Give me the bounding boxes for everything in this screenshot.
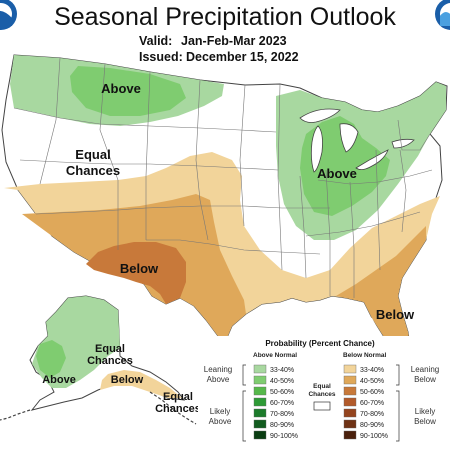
legend-above-label-4: 70-80% — [270, 411, 294, 418]
legend-above-label-3: 60-70% — [270, 400, 294, 407]
great-lakes — [299, 108, 415, 173]
label-equal-chances-west-2: Chances — [66, 163, 120, 178]
legend: Probability (Percent Chance) Above Norma… — [198, 336, 450, 450]
legend-below-label-0: 33-40% — [360, 367, 384, 374]
legend-likely-above-1: Likely — [210, 407, 230, 416]
label-equal-chances-west-1: Equal — [75, 147, 110, 162]
below-normal-40-50-se-region — [336, 226, 426, 352]
nws-logo-icon — [435, 0, 450, 30]
legend-below-label-1: 40-50% — [360, 378, 384, 385]
above-normal-40-50-nw-region — [70, 66, 186, 116]
legend-below-label-3: 60-70% — [360, 400, 384, 407]
legend-above-swatch-5 — [253, 419, 267, 429]
legend-above-swatch-6 — [253, 430, 267, 440]
legend-brace-likely-above — [242, 390, 246, 442]
legend-below-swatch-6 — [343, 430, 357, 440]
legend-brace-leaning-above — [242, 364, 246, 386]
valid-label: Valid: — [139, 34, 172, 48]
noaa-logo-icon — [0, 0, 17, 30]
legend-above-label-2: 50-60% — [270, 389, 294, 396]
legend-equal-chances-2: Chances — [308, 391, 335, 398]
label-alaska-equal-chances-1: Equal — [95, 343, 125, 355]
legend-above-label-1: 40-50% — [270, 378, 294, 385]
legend-below-swatch-2 — [343, 386, 357, 396]
label-alaska-equal-chances-se-2: Chances — [155, 403, 201, 415]
legend-above-label-5: 80-90% — [270, 422, 294, 429]
legend-title: Probability (Percent Chance) — [265, 339, 375, 348]
legend-below-label-2: 50-60% — [360, 389, 384, 396]
legend-above-swatch-4 — [253, 408, 267, 418]
label-above-ohio-valley: Above — [317, 166, 357, 181]
legend-brace-likely-below — [396, 390, 400, 442]
label-alaska-equal-chances-2: Chances — [87, 355, 133, 367]
legend-below-label-6: 90-100% — [360, 433, 388, 440]
aleutian-islands — [0, 409, 31, 421]
legend-equal-chances-swatch — [313, 401, 331, 411]
label-alaska-above: Above — [42, 374, 76, 386]
legend-above-label-6: 90-100% — [270, 433, 298, 440]
label-below-southeast: Below — [376, 307, 415, 322]
legend-leaning-below-1: Leaning — [411, 365, 439, 374]
alaska — [0, 295, 197, 425]
legend-below-swatches: 33-40% 40-50% 50-60% 60-70% 70-80% 80-90% 90-1… — [343, 364, 388, 440]
legend-above-swatch-3 — [253, 397, 267, 407]
alaska-above-40-50-region — [36, 340, 66, 378]
legend-above-swatch-0 — [253, 364, 267, 374]
legend-leaning-above-2: Above — [207, 375, 230, 384]
alaska-below-33-40-region — [100, 370, 182, 398]
legend-below-swatch-5 — [343, 419, 357, 429]
legend-below-swatch-4 — [343, 408, 357, 418]
valid-value: Jan-Feb-Mar 2023 — [181, 34, 287, 48]
legend-below-swatch-0 — [343, 364, 357, 374]
state-boundaries — [13, 57, 433, 298]
legend-leaning-above-1: Leaning — [204, 365, 232, 374]
legend-equal-chances-1: Equal — [313, 383, 331, 390]
legend-leaning-below-2: Below — [414, 375, 436, 384]
below-normal-50-60-region — [86, 242, 186, 304]
label-above-northwest: Above — [101, 81, 141, 96]
label-below-southwest: Below — [120, 261, 159, 276]
legend-above-swatches: 33-40% 40-50% 50-60% 60-70% 70-80% 80-90% 90-1… — [253, 364, 298, 440]
alaska-panhandle — [149, 391, 197, 425]
legend-likely-above-2: Above — [209, 417, 232, 426]
label-alaska-equal-chances-se-1: Equal — [163, 391, 193, 403]
below-normal-33-40-region — [4, 152, 440, 352]
legend-below-label-5: 80-90% — [360, 422, 384, 429]
legend-above-header: Above Normal — [253, 352, 297, 359]
issued-value: December 15, 2022 — [186, 50, 299, 64]
legend-brace-leaning-below — [396, 364, 400, 386]
legend-likely-below-2: Below — [414, 417, 436, 426]
legend-above-swatch-2 — [253, 386, 267, 396]
legend-background — [198, 336, 450, 450]
legend-above-label-0: 33-40% — [270, 367, 294, 374]
label-alaska-below: Below — [111, 374, 144, 386]
legend-below-header: Below Normal — [343, 352, 387, 359]
legend-below-label-4: 70-80% — [360, 411, 384, 418]
issued-label: Issued: — [139, 50, 183, 64]
map-title: Seasonal Precipitation Outlook — [54, 3, 396, 31]
legend-below-swatch-3 — [343, 397, 357, 407]
legend-likely-below-1: Likely — [415, 407, 435, 416]
legend-above-swatch-1 — [253, 375, 267, 385]
legend-below-swatch-1 — [343, 375, 357, 385]
